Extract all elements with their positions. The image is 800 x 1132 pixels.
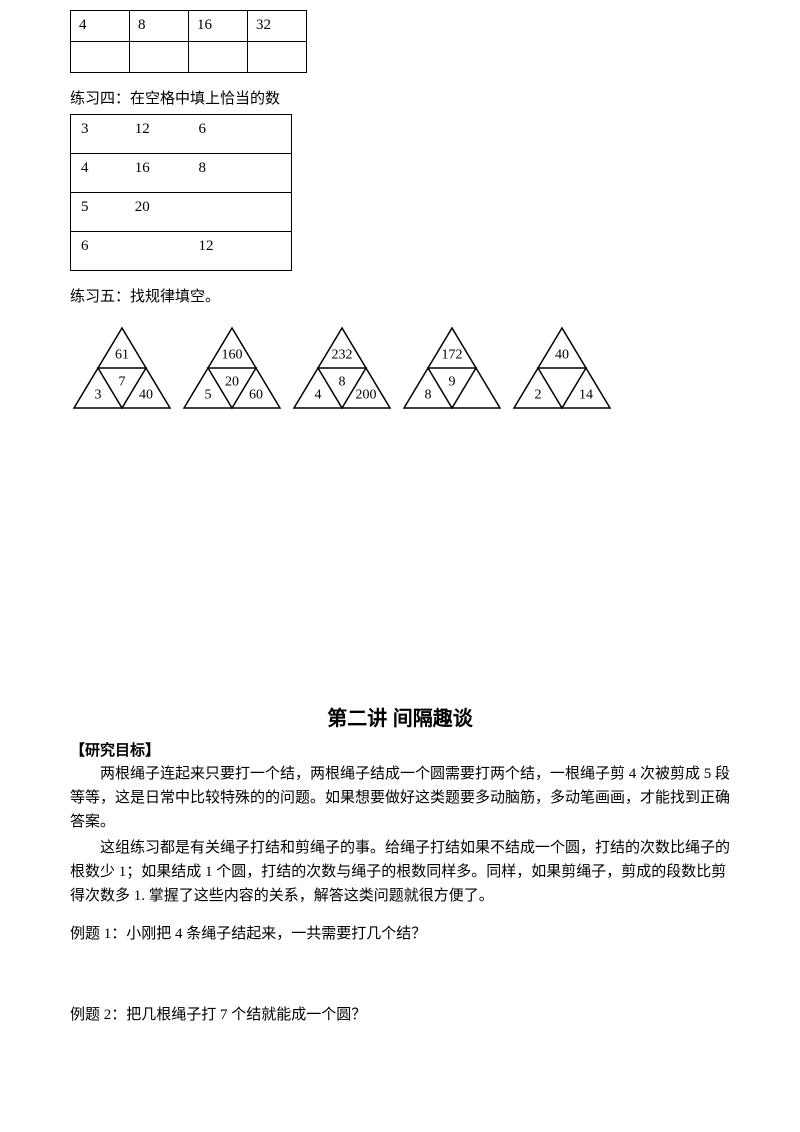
svg-text:14: 14	[579, 388, 593, 403]
cell: 4	[81, 160, 131, 177]
cell: 3	[81, 121, 131, 138]
example-2: 例题 2：把几根绳子打 7 个结就能成一个圆？	[70, 1003, 730, 1024]
goal-heading: 【研究目标】	[70, 739, 730, 760]
cell: 6	[81, 238, 131, 255]
svg-text:5: 5	[205, 388, 212, 403]
svg-text:40: 40	[555, 348, 569, 363]
paragraph: 两根绳子连起来只要打一个结，两根绳子结成一个圆需要打两个结，一根绳子剪 4 次被…	[70, 762, 730, 834]
svg-text:40: 40	[139, 388, 153, 403]
svg-text:200: 200	[356, 388, 377, 403]
cell-empty	[248, 42, 307, 73]
table-row: 3 12 6	[71, 115, 292, 154]
svg-text:3: 3	[95, 388, 102, 403]
example-1: 例题 1：小刚把 4 条绳子结起来，一共需要打几个结？	[70, 922, 730, 943]
lesson-title: 第二讲 间隔趣谈	[70, 702, 730, 731]
paragraph: 这组练习都是有关绳子打结和剪绳子的事。给绳子打结如果不结成一个圆，打结的次数比绳…	[70, 836, 730, 908]
svg-text:7: 7	[119, 374, 126, 389]
svg-text:60: 60	[249, 388, 263, 403]
cell: 12	[135, 121, 195, 138]
exercise4-title: 练习四：在空格中填上恰当的数	[70, 87, 730, 108]
svg-text:8: 8	[425, 388, 432, 403]
triangles-diagram: 61 7 3 40 160 20 5 60 232 8 4 200 172 9 8 40 2 14	[70, 324, 730, 424]
cell: 5	[81, 199, 131, 216]
cell: 32	[248, 11, 307, 42]
exercise5-title: 练习五：找规律填空。	[70, 285, 730, 306]
svg-text:20: 20	[225, 374, 239, 389]
svg-text:2: 2	[535, 388, 542, 403]
table-top: 4 8 16 32	[70, 10, 307, 73]
svg-text:8: 8	[339, 374, 346, 389]
table-row: 4 16 8	[71, 154, 292, 193]
cell-empty	[189, 42, 248, 73]
table-row: 6 12	[71, 232, 292, 271]
svg-text:4: 4	[315, 388, 322, 403]
cell-empty	[71, 42, 130, 73]
svg-text:172: 172	[442, 348, 463, 363]
cell-empty	[130, 42, 189, 73]
cell: 8	[130, 11, 189, 42]
svg-text:61: 61	[115, 348, 129, 363]
cell: 12	[199, 238, 214, 255]
triangles-svg: 61 7 3 40 160 20 5 60 232 8 4 200 172 9 8 40 2 14	[70, 324, 630, 419]
table-exercise4: 3 12 6 4 16 8 5 20 6 12	[70, 114, 292, 271]
cell: 20	[135, 199, 195, 216]
svg-text:232: 232	[332, 348, 353, 363]
cell: 16	[189, 11, 248, 42]
svg-text:9: 9	[449, 374, 456, 389]
cell: 16	[135, 160, 195, 177]
table-row: 5 20	[71, 193, 292, 232]
cell: 8	[199, 160, 207, 177]
cell: 6	[199, 121, 207, 138]
cell: 4	[71, 11, 130, 42]
svg-text:160: 160	[222, 348, 243, 363]
